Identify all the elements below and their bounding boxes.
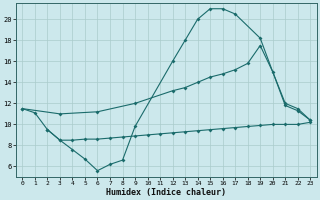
X-axis label: Humidex (Indice chaleur): Humidex (Indice chaleur) (106, 188, 226, 197)
